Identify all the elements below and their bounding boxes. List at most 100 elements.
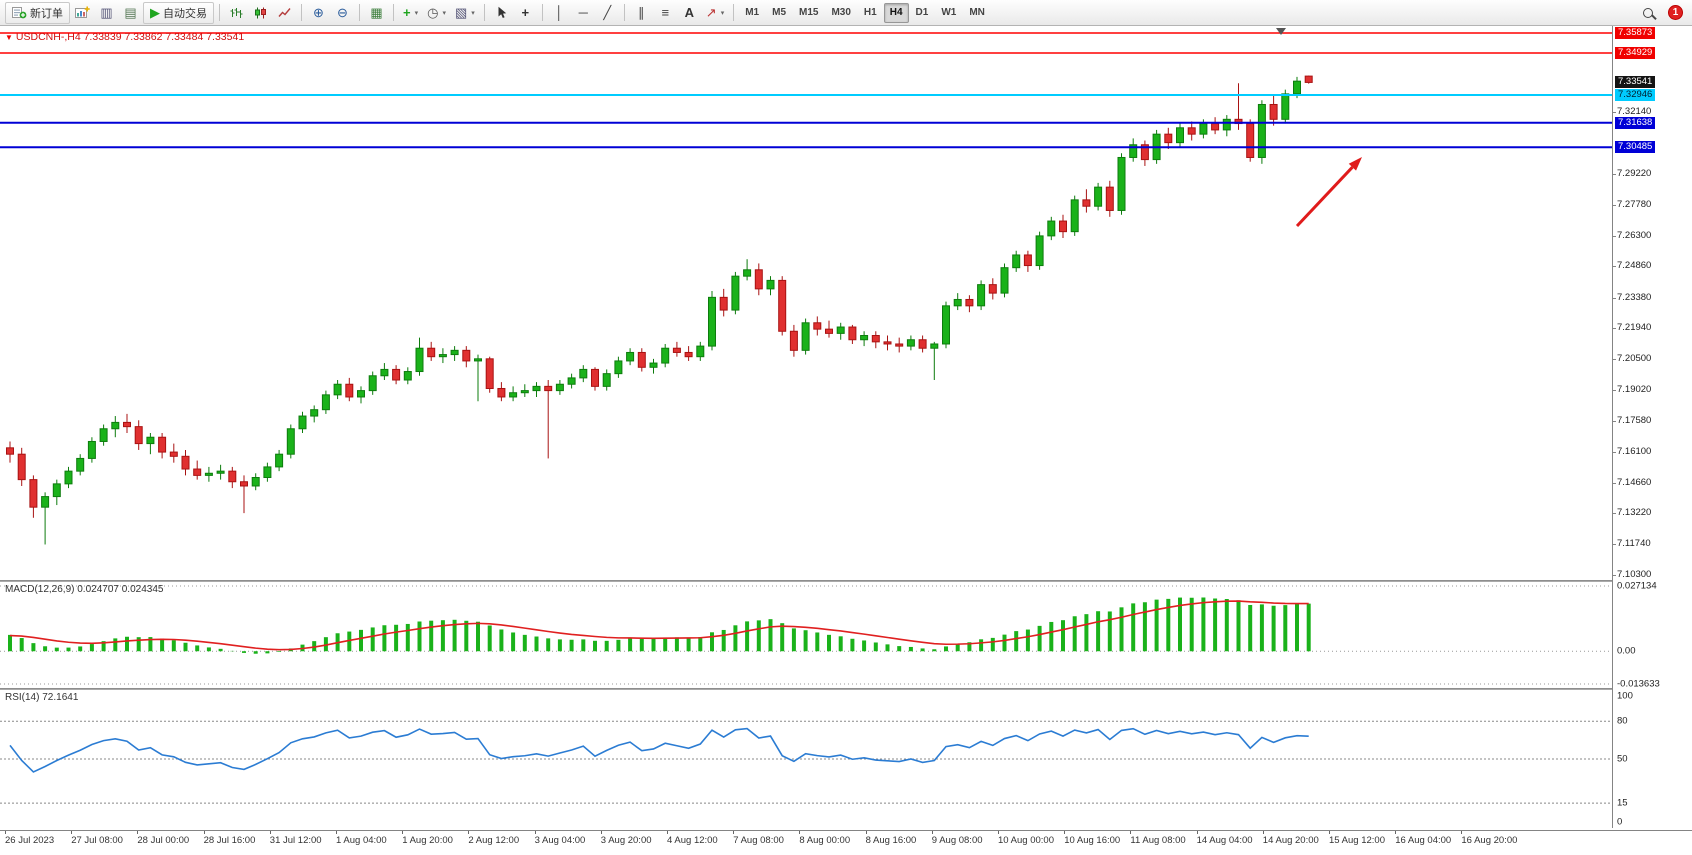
toolbar-separator: [541, 4, 543, 21]
time-axis[interactable]: 26 Jul 2023 27 Jul 08:00 28 Jul 00:00 28 Ju…: [0, 830, 1692, 855]
candle-body: [1082, 199, 1091, 207]
line-chart-type-button[interactable]: [273, 2, 296, 24]
macd-pane[interactable]: MACD(12,26,9) 0.024707 0.024345: [0, 582, 1612, 688]
indicators-button[interactable]: + ▾: [399, 2, 422, 24]
pane-separator[interactable]: [0, 580, 1692, 582]
tile-icon: ▦: [370, 5, 383, 20]
candle-body: [848, 326, 857, 341]
pane-separator[interactable]: [0, 688, 1692, 690]
caret-down-icon: ▾: [442, 9, 446, 17]
caret-down-icon: ▾: [471, 9, 475, 17]
candle-body: [497, 387, 506, 398]
candle-body: [825, 328, 833, 334]
horizontal-line-button[interactable]: ─: [572, 2, 595, 24]
auto-trading-button-label: 自动交易: [163, 7, 207, 20]
candle-body: [64, 470, 73, 485]
toolbar-separator: [219, 4, 220, 21]
time-axis-label: 3 Aug 04:00: [534, 831, 586, 846]
candle-body: [29, 479, 38, 508]
candle-body: [1222, 118, 1231, 131]
equidistant-channel-button[interactable]: ∥: [630, 2, 653, 24]
timeframe-m15[interactable]: M15: [799, 7, 819, 18]
timeframe-mn[interactable]: MN: [969, 7, 985, 18]
candle-body: [532, 385, 541, 392]
notification-badge[interactable]: 1: [1668, 5, 1683, 20]
candle-body: [1257, 103, 1266, 158]
crosshair-button[interactable]: +: [514, 2, 537, 24]
templates-button[interactable]: ▧ ▾: [451, 2, 479, 24]
candlestick-type-button[interactable]: [249, 2, 272, 24]
time-axis-label: 9 Aug 08:00: [931, 831, 983, 846]
tile-windows-button[interactable]: ▦: [365, 2, 388, 24]
macd-signal-line: [9, 600, 1309, 651]
toolbar-separator: [393, 4, 394, 21]
auto-trading-button[interactable]: ▶ 自动交易: [143, 1, 214, 24]
template-icon: ▧: [454, 5, 468, 20]
timeframe-m30[interactable]: M30: [831, 7, 851, 18]
time-axis-label: 16 Aug 04:00: [1395, 831, 1452, 846]
search-button[interactable]: [1636, 2, 1659, 24]
new-chart-button[interactable]: [71, 2, 94, 24]
bar-chart-type-button[interactable]: [225, 2, 248, 24]
arrow-tools-button[interactable]: ↗ ▾: [702, 2, 728, 24]
candle-body: [988, 284, 997, 294]
candle-body: [883, 341, 892, 345]
candle-body: [1117, 156, 1126, 211]
candle-body: [474, 358, 482, 362]
timeframe-m1[interactable]: M1: [745, 7, 760, 18]
timeframe-w1[interactable]: W1: [941, 7, 957, 18]
profiles-button[interactable]: ▥: [95, 2, 118, 24]
new-order-button[interactable]: 新订单: [5, 1, 70, 24]
main-chart-pane[interactable]: ▼ USDCNH-,H4 7.33839 7.33862 7.33484 7.3…: [0, 26, 1612, 580]
chart-shift-marker[interactable]: [1276, 28, 1286, 35]
time-axis-label: 31 Jul 12:00: [269, 831, 322, 846]
time-axis-label: 1 Aug 20:00: [402, 831, 453, 846]
candle-body: [286, 428, 295, 455]
vline-icon: │: [555, 5, 564, 20]
profiles-icon: ▥: [100, 5, 113, 20]
candle-body: [158, 436, 167, 453]
data-window-button[interactable]: ▤: [119, 2, 142, 24]
arrow-annotation[interactable]: [1295, 166, 1354, 228]
zoom-in-icon: ⊕: [313, 5, 324, 20]
timeframe-d1[interactable]: D1: [915, 7, 929, 18]
vertical-line-button[interactable]: │: [548, 2, 571, 24]
chart-title: ▼ USDCNH-,H4 7.33839 7.33862 7.33484 7.3…: [5, 31, 244, 43]
zoom-in-button[interactable]: ⊕: [307, 2, 330, 24]
data-window-icon: ▤: [124, 5, 137, 20]
rsi-axis-label: 80: [1617, 715, 1628, 727]
candle-body: [789, 330, 798, 351]
candle-body: [251, 477, 260, 487]
candle-body: [813, 322, 822, 330]
candle-body: [579, 368, 588, 379]
fibonacci-button[interactable]: ≡: [654, 2, 677, 24]
time-axis-label: 2 Aug 12:00: [468, 831, 520, 846]
price-axis-label: 7.17580: [1612, 414, 1652, 426]
cursor-button[interactable]: [490, 2, 513, 24]
arrow-annotation-head[interactable]: [1348, 157, 1362, 171]
timeframe-m5[interactable]: M5: [772, 7, 787, 18]
rsi-axis-label: 100: [1617, 690, 1633, 702]
timeframe-h4[interactable]: H4: [883, 2, 909, 23]
toolbar-separator: [483, 4, 485, 21]
candle-body: [965, 298, 974, 307]
trendline-button[interactable]: ╱: [596, 2, 619, 24]
rsi-pane[interactable]: RSI(14) 72.1641: [0, 690, 1612, 828]
candle-body: [52, 483, 61, 498]
search-icon: [1642, 7, 1653, 18]
candle-body: [1281, 93, 1290, 120]
price-axis-label: 7.24860: [1612, 260, 1652, 272]
candle-body: [1269, 103, 1278, 120]
periods-button[interactable]: ◷ ▾: [423, 2, 450, 24]
candle-body: [415, 347, 424, 373]
price-axis[interactable]: 7.35873 7.34929 7.33541 7.32946 7.32140 7.316…: [1612, 26, 1692, 828]
candle-body: [836, 326, 845, 334]
text-tool-button[interactable]: A: [678, 2, 701, 24]
candle-body: [766, 279, 775, 290]
candle-body: [1047, 220, 1056, 237]
new-chart-icon: [75, 6, 90, 19]
candle-body: [520, 390, 529, 394]
timeframe-h1[interactable]: H1: [863, 7, 877, 18]
zoom-out-button[interactable]: ⊖: [331, 2, 354, 24]
candle-body: [555, 383, 564, 392]
